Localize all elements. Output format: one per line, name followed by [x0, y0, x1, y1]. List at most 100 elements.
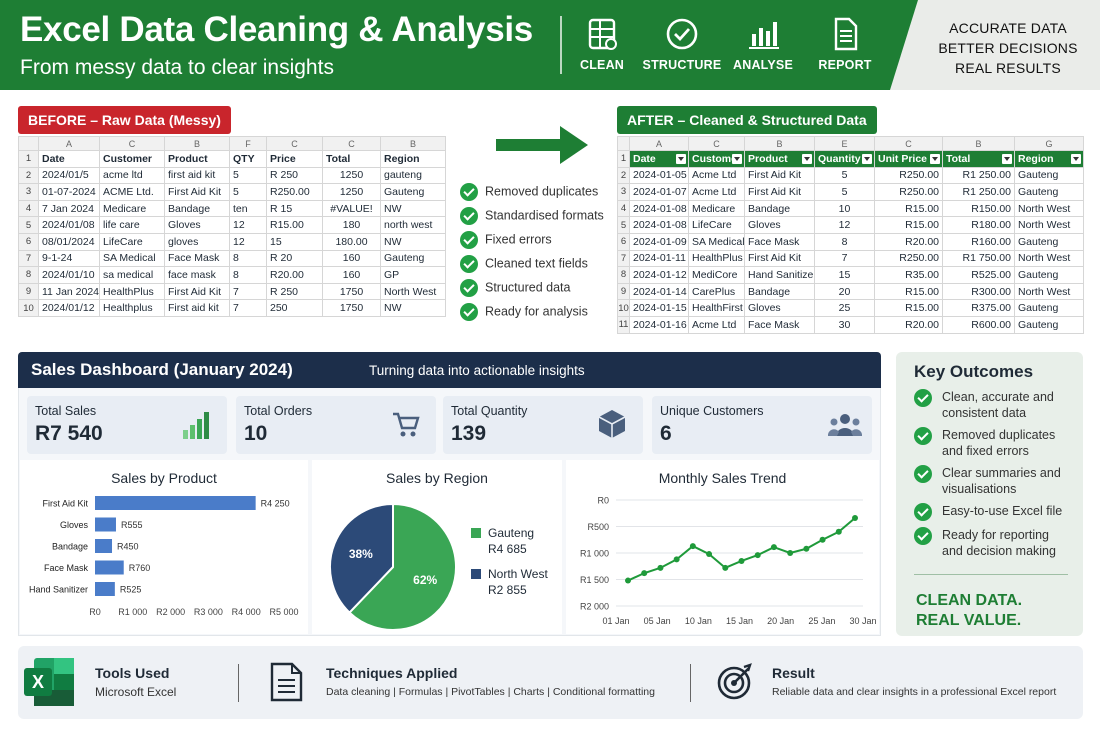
table-row: 2 2024/01/5 acme ltd first aid kit 5 R 250 125… — [18, 166, 446, 185]
column-letter: F — [229, 136, 267, 151]
result-text: Reliable data and clear insights in a pr… — [772, 686, 1057, 698]
users-icon — [828, 414, 862, 436]
filter-dropdown-icon[interactable] — [676, 154, 686, 164]
table-cell: gloves — [164, 232, 230, 251]
kpi-label: Unique Customers — [660, 404, 764, 418]
data-point — [641, 570, 648, 577]
data-point — [787, 550, 794, 556]
filter-dropdown-icon[interactable] — [1002, 154, 1012, 164]
table-cell: SA Medical — [99, 249, 165, 268]
row-number: 5 — [18, 216, 39, 234]
table-cell: R250.00 — [874, 166, 943, 185]
row-number: 11 — [617, 315, 630, 334]
document-icon — [270, 662, 303, 702]
header-label: Price — [270, 152, 296, 165]
row-number: 7 — [617, 249, 630, 268]
filter-dropdown-icon[interactable] — [1071, 154, 1081, 164]
table-cell: R180.00 — [942, 216, 1015, 234]
filter-dropdown-icon[interactable] — [802, 154, 812, 164]
table-row: 8 2024-01-12 MediCore Hand Sanitizer 15 R35.0… — [617, 266, 1084, 284]
bar — [95, 560, 124, 575]
table-cell: First aid kit — [164, 299, 230, 317]
column-header: Date — [629, 150, 689, 168]
kpi-label: Total Quantity — [451, 404, 528, 418]
table-cell: R35.00 — [874, 266, 943, 284]
row-number: 5 — [617, 216, 630, 234]
table-row: 10 2024-01-15 HealthFirst Gloves 25 R15.00 R37… — [617, 299, 1084, 317]
checklist-label: Structured data — [485, 280, 571, 295]
table-cell: 8 — [229, 266, 267, 284]
table-cell: 2024/01/10 — [38, 266, 100, 284]
table-cell: 30 — [814, 315, 875, 334]
outcome-text: and decision making — [942, 544, 1056, 558]
column-letter: C — [266, 136, 323, 151]
table-cell: 5 — [229, 166, 267, 185]
data-point — [803, 545, 810, 552]
table-cell: sa medical — [99, 266, 165, 284]
column-letter: A — [38, 136, 100, 151]
table-cell: R15.00 — [874, 216, 943, 234]
legend-value: R2 855 — [488, 583, 527, 597]
outcome-item: Clear summaries and visualisations — [914, 465, 1079, 497]
table-cell: Face Mask — [164, 249, 230, 268]
check-icon — [460, 303, 478, 321]
table-cell: Gauteng — [1014, 232, 1084, 251]
table-cell: 1250 — [322, 166, 381, 185]
table-cell: Gauteng — [1014, 166, 1084, 185]
table-cell: R1 250.00 — [942, 183, 1015, 201]
column-letter: C — [874, 136, 943, 151]
table-cell: HealthFirst — [688, 299, 745, 317]
kpi-total-quantity: Total Quantity 139 — [443, 396, 643, 454]
column-letter: G — [1014, 136, 1084, 151]
kpi-value: 6 — [660, 422, 672, 445]
row-number: 10 — [18, 299, 39, 317]
checklist-item: Ready for analysis — [460, 303, 588, 321]
filter-dropdown-icon[interactable] — [930, 154, 940, 164]
corner-cell — [617, 136, 630, 151]
table-row: 4 2024-01-08 Medicare Bandage 10 R15.00 R150.0… — [617, 199, 1084, 218]
table-cell: North West — [1014, 199, 1084, 218]
row-number: 3 — [18, 183, 39, 201]
table-cell: 2024/01/12 — [38, 299, 100, 317]
category-label: Face Mask — [44, 563, 89, 573]
tools-title: Tools Used — [95, 665, 170, 681]
table-cell: Gloves — [744, 299, 815, 317]
table-cell: MediCore — [688, 266, 745, 284]
outcome-text: Clean, accurate and — [942, 390, 1054, 404]
check-icon — [914, 527, 932, 545]
table-cell: 25 — [814, 299, 875, 317]
table-cell: R525.00 — [942, 266, 1015, 284]
header-label: Total — [326, 152, 351, 165]
table-cell: R20.00 — [266, 266, 323, 284]
tagline: BETTER DECISIONS — [938, 40, 1078, 56]
column-header: Product — [744, 150, 815, 168]
data-point — [852, 515, 858, 522]
table-cell: North West — [1014, 282, 1084, 301]
column-header: QTY — [229, 150, 267, 168]
table-row: 3 2024-01-07 Acme Ltd First Aid Kit 5 R250.00… — [617, 183, 1084, 201]
filter-dropdown-icon[interactable] — [732, 154, 742, 164]
cart-icon — [393, 412, 420, 437]
row-number: 8 — [18, 266, 39, 284]
column-header: Total — [942, 150, 1015, 168]
x-tick-label: R2 000 — [156, 607, 185, 617]
table-cell: R 20 — [266, 249, 323, 268]
row-number: 4 — [18, 199, 39, 218]
check-icon — [914, 503, 932, 521]
column-header: Customer — [99, 150, 165, 168]
header-label: Customer — [103, 152, 153, 165]
legend-swatch — [471, 569, 481, 579]
data-point — [738, 557, 745, 564]
table-cell: Medicare — [688, 199, 745, 218]
x-tick-label: R0 — [89, 607, 101, 617]
checklist-label: Fixed errors — [485, 232, 552, 247]
outcomes-divider — [914, 574, 1068, 575]
table-row: 3 01-07-2024 ACME Ltd. First Aid Kit 5 R250.0… — [18, 183, 446, 201]
table-cell: gauteng — [380, 166, 446, 185]
column-letter: E — [814, 136, 875, 151]
table-cell: 7 — [229, 299, 267, 317]
filter-dropdown-icon[interactable] — [862, 154, 872, 164]
footer-divider — [690, 664, 691, 702]
sales-by-product-chart: First Aid Kit R4 250 Gloves R555 Bandage R450… — [29, 496, 299, 617]
